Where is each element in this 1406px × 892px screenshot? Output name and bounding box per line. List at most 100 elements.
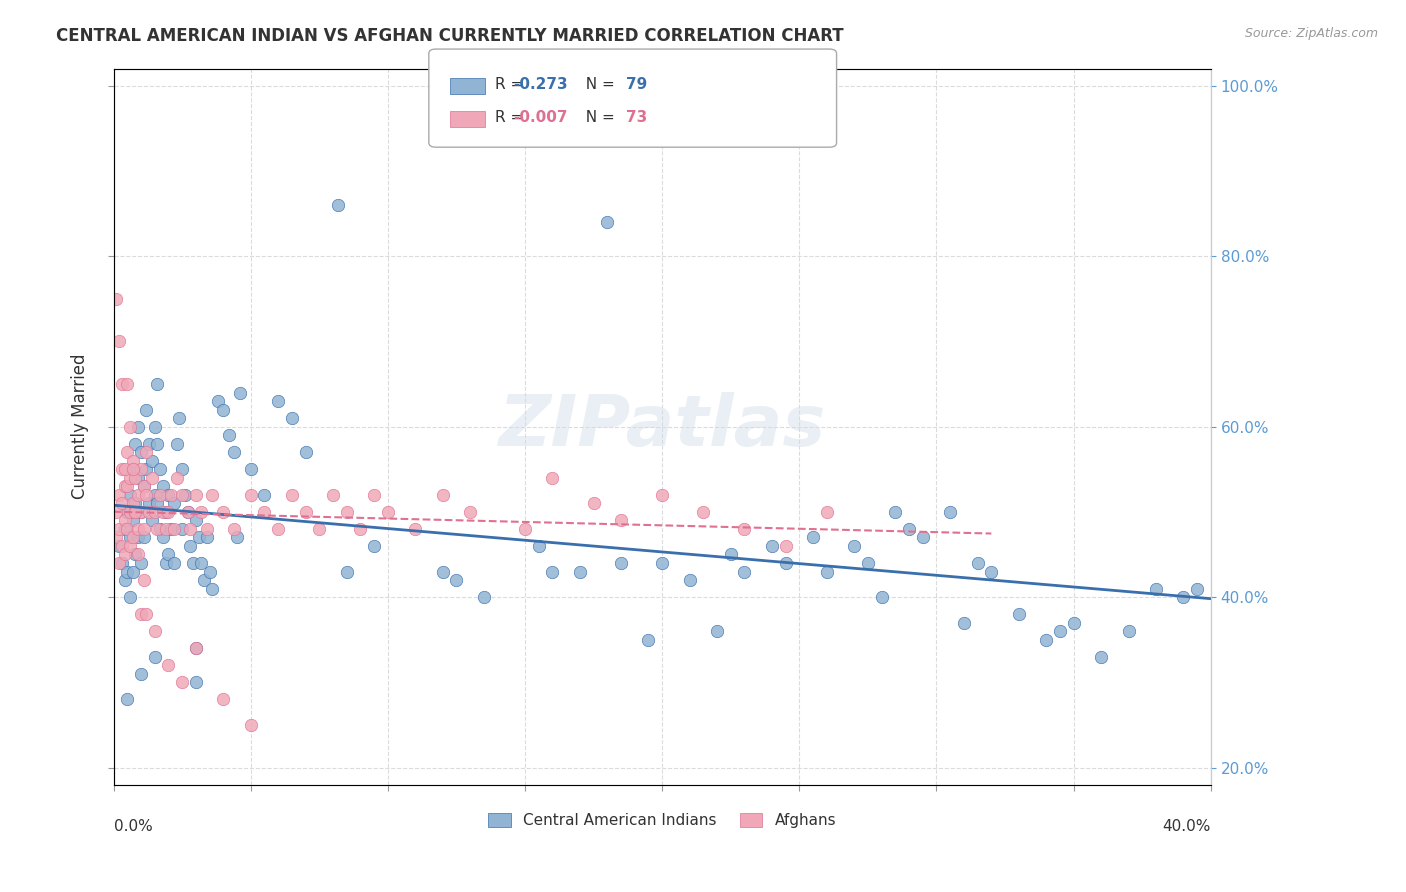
Point (152, 531, 174, 545)
Point (179, 522, 201, 536)
Point (610, 513, 633, 527)
Text: CENTRAL AMERICAN INDIAN VS AFGHAN CURRENTLY MARRIED CORRELATION CHART: CENTRAL AMERICAN INDIAN VS AFGHAN CURREN… (56, 27, 844, 45)
Point (129, 666, 152, 681)
Point (775, 539, 797, 553)
Point (336, 505, 359, 519)
Point (114, 462, 136, 476)
Point (135, 402, 157, 417)
Point (129, 556, 152, 570)
Point (176, 505, 198, 519)
Point (149, 488, 172, 502)
Y-axis label: Currently Married: Currently Married (72, 354, 89, 500)
Point (114, 522, 136, 536)
Point (121, 453, 143, 467)
Point (761, 539, 783, 553)
Point (458, 505, 481, 519)
Point (363, 539, 385, 553)
Point (127, 419, 149, 434)
Point (775, 556, 797, 570)
Point (127, 531, 149, 545)
Point (184, 641, 207, 656)
Point (911, 531, 934, 545)
Point (105, 292, 128, 306)
Point (980, 565, 1002, 579)
Point (143, 505, 166, 519)
Point (121, 462, 143, 476)
Point (166, 436, 188, 450)
Point (582, 496, 605, 510)
Point (1090, 649, 1112, 664)
Point (328, 198, 350, 212)
Point (953, 615, 976, 630)
Point (193, 573, 215, 587)
Point (172, 675, 194, 690)
Point (114, 573, 136, 587)
Point (141, 453, 163, 467)
Point (117, 522, 139, 536)
Point (195, 531, 218, 545)
Point (363, 488, 385, 502)
Point (121, 462, 143, 476)
Point (143, 488, 166, 502)
Point (132, 479, 155, 493)
Point (349, 522, 371, 536)
Point (111, 556, 134, 570)
Point (111, 376, 134, 391)
Point (1063, 615, 1085, 630)
Point (1118, 624, 1140, 639)
Point (105, 531, 128, 545)
Point (114, 513, 136, 527)
Point (127, 548, 149, 562)
Point (184, 641, 207, 656)
Point (172, 462, 194, 476)
Point (108, 556, 131, 570)
Point (294, 445, 316, 459)
Point (187, 531, 209, 545)
Point (141, 513, 163, 527)
Point (129, 505, 152, 519)
Point (160, 522, 183, 536)
Point (135, 445, 157, 459)
Point (678, 573, 700, 587)
Text: Source: ZipAtlas.com: Source: ZipAtlas.com (1244, 27, 1378, 40)
Point (432, 565, 454, 579)
Point (111, 539, 134, 553)
Point (692, 505, 714, 519)
Point (146, 436, 169, 450)
Point (157, 548, 180, 562)
Point (127, 522, 149, 536)
Text: -0.273: -0.273 (513, 78, 568, 92)
Point (898, 522, 921, 536)
Point (308, 522, 330, 536)
Point (118, 419, 141, 434)
Point (1185, 582, 1208, 596)
Point (138, 496, 160, 510)
Point (253, 505, 276, 519)
Point (118, 471, 141, 485)
Point (239, 718, 262, 732)
Text: 79: 79 (626, 78, 647, 92)
Point (149, 462, 172, 476)
Point (432, 488, 454, 502)
Point (267, 522, 290, 536)
Point (184, 675, 207, 690)
Point (706, 624, 728, 639)
Point (541, 565, 564, 579)
Point (127, 471, 149, 485)
Point (190, 556, 212, 570)
Point (212, 402, 235, 417)
Point (132, 531, 155, 545)
Point (155, 505, 177, 519)
Point (132, 573, 155, 587)
Point (1144, 582, 1167, 596)
Point (143, 419, 166, 434)
Point (294, 505, 316, 519)
Point (195, 522, 218, 536)
Point (114, 479, 136, 493)
Point (114, 548, 136, 562)
Text: 40.0%: 40.0% (1163, 819, 1211, 834)
Legend: Central American Indians, Afghans: Central American Indians, Afghans (482, 807, 842, 834)
Point (198, 565, 221, 579)
Point (212, 505, 235, 519)
Point (172, 488, 194, 502)
